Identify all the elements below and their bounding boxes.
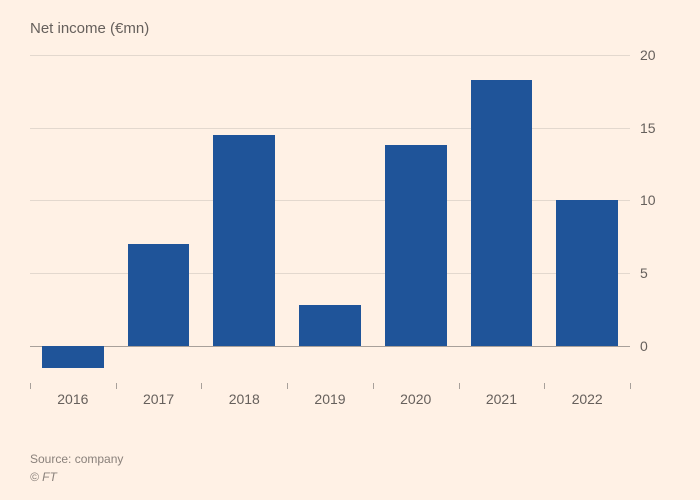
gridline	[30, 128, 630, 129]
x-axis-label: 2019	[314, 391, 345, 407]
y-axis-label: 10	[640, 192, 670, 208]
gridline	[30, 55, 630, 56]
gridline	[30, 200, 630, 201]
chart-subtitle: Net income (€mn)	[30, 20, 670, 37]
x-axis-label: 2018	[229, 391, 260, 407]
bar	[213, 135, 275, 346]
x-tick	[116, 383, 117, 389]
x-axis-label: 2021	[486, 391, 517, 407]
bar	[471, 80, 533, 346]
x-tick	[287, 383, 288, 389]
bar	[128, 244, 190, 346]
chart-container: Net income (€mn) 0 5 10 15 20 2016 2017 2018 201…	[30, 20, 670, 440]
gridline	[30, 273, 630, 274]
chart-footer: Source: company © FT	[30, 452, 123, 484]
x-axis-label: 2016	[57, 391, 88, 407]
source-text: Source: company	[30, 452, 123, 466]
copyright-text: © FT	[30, 470, 123, 484]
y-axis-label: 5	[640, 265, 670, 281]
bar	[556, 200, 618, 345]
x-tick	[201, 383, 202, 389]
bar	[385, 145, 447, 346]
y-axis-label: 0	[640, 338, 670, 354]
x-tick	[630, 383, 631, 389]
x-axis-label: 2020	[400, 391, 431, 407]
x-tick	[30, 383, 31, 389]
y-axis-label: 15	[640, 120, 670, 136]
x-axis-label: 2022	[572, 391, 603, 407]
x-tick	[459, 383, 460, 389]
x-axis-label: 2017	[143, 391, 174, 407]
bar	[299, 305, 361, 346]
bar	[42, 346, 104, 368]
x-tick	[544, 383, 545, 389]
plot-area: 051015202016201720182019202020212022	[30, 55, 670, 405]
zero-line	[30, 346, 630, 347]
y-axis-label: 20	[640, 47, 670, 63]
x-tick	[373, 383, 374, 389]
